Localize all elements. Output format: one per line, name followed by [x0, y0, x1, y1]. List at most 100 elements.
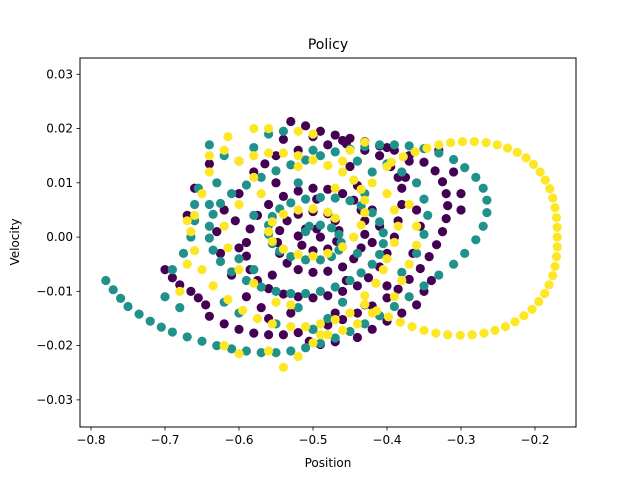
scatter-point [352, 332, 362, 343]
scatter-point [234, 156, 244, 166]
chart-title: Policy [308, 37, 348, 53]
scatter-point [215, 248, 226, 258]
scatter-point [227, 189, 237, 199]
scatter-point [249, 210, 259, 220]
scatter-point [186, 286, 196, 296]
scatter-point [286, 346, 296, 356]
scatter-point [249, 265, 259, 275]
scatter-point [419, 229, 429, 239]
scatter-point [397, 167, 407, 177]
scatter-point [301, 322, 311, 332]
scatter-point [323, 207, 333, 217]
scatter-point [419, 194, 429, 204]
scatter-point [330, 308, 340, 318]
scatter-point [551, 252, 562, 262]
scatter-point [175, 280, 185, 290]
scatter-point [338, 297, 348, 307]
y-tick-label: 0.00 [46, 230, 73, 244]
scatter-point [293, 265, 303, 275]
scatter-point [393, 221, 403, 231]
scatter-point [234, 243, 244, 253]
scatter-point [293, 249, 303, 260]
scatter-point [275, 225, 285, 236]
scatter-point [256, 282, 266, 292]
scatter-point [286, 160, 296, 170]
scatter-point [551, 212, 562, 223]
scatter-point [360, 291, 370, 301]
scatter-point [510, 317, 520, 327]
scatter-point [293, 205, 303, 215]
scatter-point [330, 193, 340, 203]
scatter-point [178, 248, 189, 258]
scatter-point [548, 193, 558, 203]
scatter-point [521, 153, 531, 163]
scatter-point [230, 216, 240, 226]
scatter-point [404, 141, 414, 151]
x-tick-label: −0.3 [446, 433, 475, 447]
scatter-point [449, 167, 459, 177]
scatter-point [330, 333, 340, 343]
scatter-point [367, 237, 377, 248]
scatter-point [415, 263, 425, 274]
scatter-point [123, 301, 133, 312]
scatter-point [256, 303, 266, 313]
scatter-point [404, 274, 414, 284]
scatter-point [116, 293, 126, 303]
scatter-point [204, 233, 214, 243]
scatter-point [503, 143, 513, 153]
scatter-point [404, 259, 414, 269]
scatter-point [278, 148, 288, 158]
scatter-point [552, 232, 562, 242]
scatter-point [356, 184, 366, 194]
scatter-point [271, 166, 281, 176]
scatter-point [330, 130, 340, 140]
scatter-point [271, 151, 281, 161]
scatter-point [315, 338, 325, 349]
scatter-point [528, 159, 539, 169]
scatter-point [190, 210, 200, 220]
y-axis-label: Velocity [8, 218, 22, 265]
scatter-point [367, 208, 377, 218]
scatter-point [219, 319, 229, 329]
scatter-point [301, 343, 311, 353]
scatter-point [241, 237, 251, 248]
scatter-point [252, 313, 263, 324]
scatter-point [323, 320, 333, 330]
scatter-point [389, 301, 399, 312]
scatter-point [264, 123, 274, 134]
scatter-point [412, 240, 422, 250]
data-points [101, 116, 562, 372]
scatter-point [397, 275, 407, 286]
scatter-point [249, 172, 259, 182]
scatter-point [552, 242, 562, 252]
scatter-point [419, 281, 429, 291]
scatter-point [397, 199, 407, 210]
scatter-point [338, 325, 348, 336]
scatter-point [345, 275, 355, 286]
y-tick-label: −0.02 [36, 339, 73, 353]
scatter-point [456, 189, 466, 199]
scatter-point [134, 309, 144, 319]
scatter-point [345, 161, 355, 172]
scatter-point [212, 178, 222, 188]
scatter-point [264, 346, 274, 356]
scatter-point [431, 240, 442, 250]
scatter-point [460, 248, 470, 258]
scatter-point [471, 172, 481, 182]
scatter-point [293, 161, 303, 172]
scatter-point [315, 126, 325, 136]
scatter-point [167, 265, 177, 275]
scatter-point [293, 327, 303, 338]
scatter-point [249, 151, 259, 161]
scatter-point [278, 134, 288, 144]
scatter-point [204, 159, 214, 169]
scatter-point [249, 123, 259, 134]
scatter-point [419, 325, 429, 336]
scatter-point [271, 348, 281, 358]
scatter-point [545, 184, 555, 194]
scatter-point [323, 184, 333, 194]
scatter-point [534, 297, 544, 307]
scatter-point [264, 199, 274, 210]
scatter-point [167, 273, 177, 283]
scatter-point [367, 167, 377, 177]
